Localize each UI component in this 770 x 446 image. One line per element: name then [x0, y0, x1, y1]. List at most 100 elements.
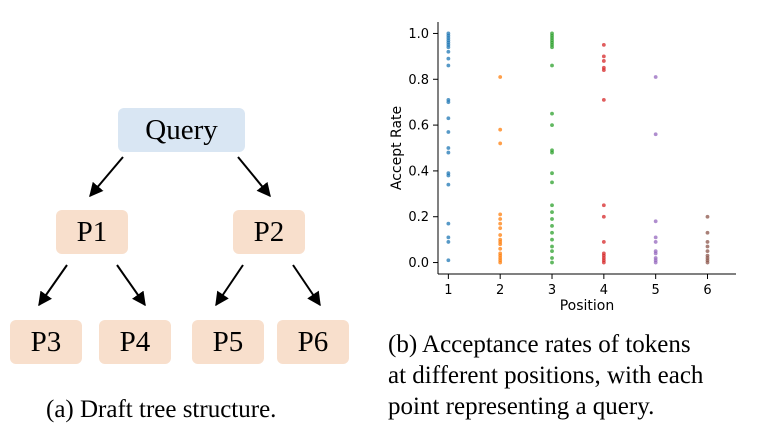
data-point [550, 180, 554, 185]
caption-b-line-3: point representing a query. [388, 393, 655, 420]
data-point [550, 260, 554, 265]
data-point [705, 230, 710, 235]
data-point [498, 260, 503, 265]
x-tick-label: 6 [703, 283, 711, 298]
y-tick-label: 0.8 [408, 73, 429, 88]
edge-query-p1 [89, 156, 124, 198]
data-point [550, 203, 554, 208]
data-point [601, 240, 606, 244]
data-point [653, 219, 658, 224]
data-point [601, 43, 606, 47]
data-point [550, 217, 554, 221]
data-point [653, 75, 658, 79]
data-point [601, 68, 606, 73]
caption-b: (b) Acceptance rates of tokens at differ… [388, 329, 768, 422]
data-point [446, 130, 451, 134]
data-point [446, 258, 451, 263]
y-axis-label: Accept Rate [389, 106, 405, 190]
data-point [446, 235, 451, 240]
edge-p2-p5 [215, 264, 244, 307]
edge-p1-p3 [38, 264, 68, 307]
data-point [601, 214, 606, 219]
y-tick-label: 0.4 [408, 164, 429, 179]
data-point [498, 127, 503, 132]
data-point [446, 173, 451, 178]
data-point [550, 111, 554, 116]
data-point [498, 141, 503, 146]
y-tick-label: 0.2 [408, 210, 429, 225]
x-tick-label: 1 [444, 283, 452, 298]
data-point [446, 146, 451, 150]
data-point [498, 221, 503, 226]
data-point [550, 210, 554, 215]
data-point [446, 240, 451, 244]
data-point [705, 240, 710, 244]
tree-node-p2: P2 [233, 210, 305, 254]
data-point [446, 150, 451, 155]
x-axis-label: Position [560, 298, 615, 314]
data-point [653, 251, 658, 256]
tree-edges [38, 156, 321, 307]
data-point [601, 59, 606, 63]
edge-p1-p4 [116, 264, 146, 307]
data-point [653, 260, 658, 265]
data-point [498, 233, 503, 237]
x-tick-label: 5 [652, 283, 660, 298]
data-point [550, 244, 554, 249]
data-point [550, 171, 554, 176]
data-point [601, 97, 606, 102]
data-point [550, 256, 554, 260]
data-point [550, 249, 554, 253]
data-point [498, 75, 503, 79]
data-point [446, 116, 451, 121]
data-point [550, 237, 554, 242]
tree-node-p6: P6 [277, 320, 349, 364]
data-point [653, 132, 658, 137]
data-point [601, 260, 606, 265]
data-point [446, 182, 451, 187]
data-point [498, 212, 503, 217]
data-point [550, 150, 554, 155]
scatter-chart: 0.0 0.2 0.4 0.6 0.8 1.0 1 2 3 4 5 6 Position Accept R… [389, 22, 736, 314]
data-point [550, 63, 554, 68]
data-point [601, 203, 606, 208]
tree-node-p5: P5 [192, 320, 264, 364]
y-tick-label: 0.0 [408, 256, 429, 271]
tree-node-query: Query [118, 108, 245, 152]
x-tick-label: 3 [548, 283, 556, 298]
y-tick-label: 0.6 [408, 119, 429, 134]
data-point [446, 63, 451, 68]
y-tick-label: 1.0 [408, 27, 429, 42]
tree-node-p3: P3 [10, 320, 82, 364]
data-point [446, 45, 451, 50]
data-point [550, 230, 554, 235]
data-point [446, 49, 451, 54]
data-point [705, 249, 710, 253]
chart-points [446, 31, 710, 265]
data-point [498, 246, 503, 251]
data-point [705, 244, 710, 249]
data-point [446, 56, 451, 61]
chart-labels: 0.0 0.2 0.4 0.6 0.8 1.0 1 2 3 4 5 6 Position Accept R… [389, 27, 712, 314]
x-tick-label: 4 [600, 283, 608, 298]
edge-query-p2 [237, 156, 271, 198]
data-point [446, 221, 451, 226]
edge-p2-p6 [292, 264, 321, 307]
data-point [550, 45, 554, 50]
caption-a: (a) Draft tree structure. [46, 396, 277, 423]
data-point [550, 223, 554, 228]
x-tick-label: 2 [496, 283, 504, 298]
data-point [498, 217, 503, 221]
caption-b-line-1: (b) Acceptance rates of tokens [388, 331, 691, 358]
data-point [653, 240, 658, 244]
data-point [705, 260, 710, 265]
caption-b-line-2: at different positions, with each [388, 362, 704, 389]
data-point [705, 214, 710, 219]
data-point [550, 123, 554, 127]
data-point [498, 242, 503, 247]
tree-node-p1: P1 [56, 210, 128, 254]
tree-node-p4: P4 [99, 320, 171, 364]
data-point [446, 100, 451, 105]
chart-axes [433, 22, 736, 279]
